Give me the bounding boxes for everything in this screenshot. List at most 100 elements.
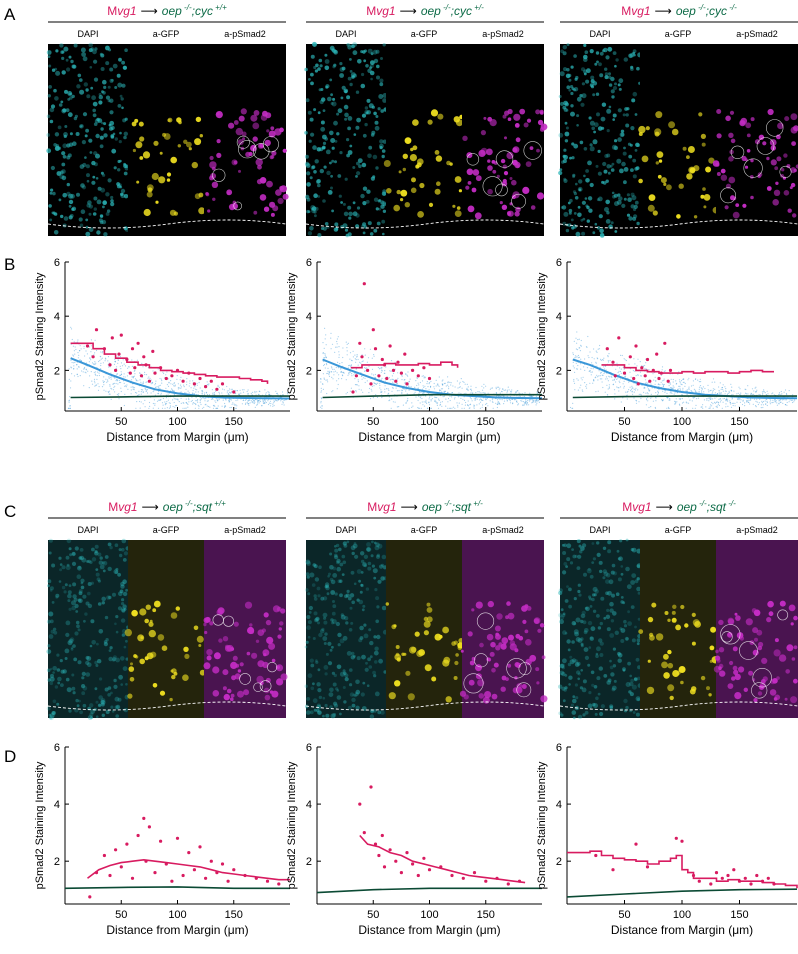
cell-dot — [496, 174, 500, 178]
cell-dot — [766, 186, 772, 191]
cell-dot — [630, 126, 635, 131]
outline-contour — [523, 141, 542, 160]
cell-dot — [626, 193, 631, 197]
cloud-point — [134, 373, 136, 375]
cell-dot — [360, 571, 364, 574]
cell-dot — [372, 49, 378, 55]
cell-dot — [360, 551, 365, 556]
cell-dot — [223, 693, 230, 701]
cell-dot — [376, 75, 380, 80]
cell-dot — [132, 148, 136, 153]
cell-dot — [560, 608, 564, 612]
cell-dot — [314, 69, 318, 73]
cell-dot — [48, 64, 52, 68]
cloud-point — [791, 401, 794, 404]
cell-dot — [581, 93, 587, 99]
data-point — [164, 376, 168, 381]
cell-dot — [700, 133, 707, 139]
cell-dot — [361, 654, 366, 660]
cell-dot — [703, 205, 707, 209]
cell-dot — [332, 566, 337, 571]
cell-dot — [605, 199, 610, 205]
cloud-point — [724, 390, 727, 392]
cloud-point — [460, 397, 462, 399]
cloud-point — [614, 398, 616, 400]
cell-dot — [638, 132, 643, 136]
cloud-point — [148, 407, 150, 409]
cell-dot — [566, 68, 570, 72]
cell-dot — [578, 188, 582, 191]
cloud-point — [78, 366, 80, 368]
cell-dot — [166, 172, 172, 177]
cell-dot — [124, 48, 128, 52]
cloud-point — [466, 383, 468, 385]
cell-dot — [60, 100, 64, 104]
data-point — [362, 282, 366, 286]
cell-dot — [312, 145, 317, 150]
cloud-point — [421, 380, 424, 382]
cloud-point — [127, 388, 129, 390]
cell-dot — [317, 233, 322, 238]
cell-dot — [363, 633, 369, 639]
cell-dot — [356, 656, 361, 661]
cell-dot — [322, 141, 327, 145]
cloud-point — [218, 386, 220, 388]
cloud-point — [572, 352, 574, 354]
cell-dot — [68, 55, 72, 59]
cell-dot — [386, 188, 392, 194]
genotype-gene: ;cyc — [192, 4, 213, 18]
cell-dot — [263, 612, 269, 618]
cell-dot — [320, 88, 324, 91]
cloud-point — [747, 393, 749, 395]
cloud-point — [173, 390, 175, 392]
cloud-point — [140, 381, 142, 383]
x-tick-label: 100 — [673, 416, 691, 428]
cell-dot — [584, 710, 589, 715]
cloud-point — [637, 358, 639, 360]
cell-dot — [346, 589, 350, 594]
cloud-point — [585, 385, 587, 387]
cell-dot — [277, 197, 284, 205]
cell-dot — [378, 199, 382, 202]
cloud-point — [154, 403, 156, 405]
cloud-point — [783, 391, 785, 393]
cloud-point — [233, 403, 235, 405]
cell-dot — [233, 120, 239, 125]
cell-dot — [577, 205, 581, 209]
cloud-point — [195, 396, 197, 398]
cloud-point — [426, 407, 428, 409]
cell-dot — [600, 596, 605, 601]
cloud-point — [358, 388, 360, 390]
cell-dot — [598, 62, 602, 67]
cell-dot — [313, 65, 317, 70]
cell-dot — [115, 630, 119, 634]
cell-dot — [65, 58, 69, 62]
cloud-point — [603, 372, 605, 375]
cell-dot — [235, 127, 243, 136]
data-point — [153, 371, 157, 375]
cloud-point — [231, 388, 233, 390]
cell-dot — [587, 620, 593, 626]
cell-dot — [266, 129, 270, 133]
cell-dot — [73, 657, 78, 662]
cell-dot — [753, 698, 758, 703]
cell-dot — [196, 635, 204, 643]
cloud-point — [142, 389, 144, 391]
cell-dot — [322, 696, 326, 700]
x-axis-label: Distance from Margin (μm) — [611, 430, 753, 444]
cloud-point — [782, 402, 784, 404]
cell-dot — [351, 551, 355, 556]
cell-dot — [90, 716, 93, 720]
cell-dot — [256, 179, 263, 185]
cloud-point — [107, 379, 109, 381]
cloud-point — [711, 405, 713, 407]
cell-dot — [109, 126, 113, 131]
cell-dot — [372, 670, 376, 675]
cloud-point — [732, 394, 734, 396]
cell-dot — [102, 200, 107, 205]
cloud-point — [377, 382, 379, 384]
cell-dot — [123, 131, 128, 136]
cell-dot — [343, 544, 348, 548]
cloud-point — [246, 390, 248, 393]
cloud-point — [117, 394, 119, 396]
